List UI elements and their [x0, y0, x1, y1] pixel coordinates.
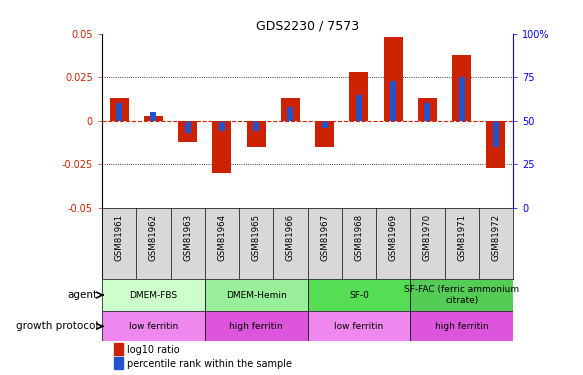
- Bar: [116, 104, 122, 121]
- Bar: [493, 121, 499, 147]
- Text: agent: agent: [68, 290, 98, 300]
- Bar: [247, 121, 266, 147]
- Text: DMEM-FBS: DMEM-FBS: [129, 291, 177, 300]
- Bar: [185, 121, 191, 133]
- Bar: [144, 116, 163, 121]
- Bar: [308, 311, 410, 341]
- Bar: [287, 107, 293, 121]
- Bar: [114, 357, 123, 369]
- Bar: [486, 121, 505, 168]
- Bar: [281, 98, 300, 121]
- Text: GSM81968: GSM81968: [354, 214, 363, 261]
- Bar: [390, 81, 396, 121]
- Bar: [308, 279, 410, 311]
- Text: percentile rank within the sample: percentile rank within the sample: [127, 359, 292, 369]
- Text: GSM81971: GSM81971: [457, 214, 466, 261]
- Bar: [150, 112, 156, 121]
- Title: GDS2230 / 7573: GDS2230 / 7573: [256, 20, 359, 33]
- Text: low ferritin: low ferritin: [334, 322, 384, 331]
- Text: GSM81963: GSM81963: [183, 214, 192, 261]
- Bar: [102, 311, 205, 341]
- Text: GSM81965: GSM81965: [252, 214, 261, 261]
- Text: SF-FAC (ferric ammonium
citrate): SF-FAC (ferric ammonium citrate): [404, 285, 519, 305]
- Bar: [459, 77, 465, 121]
- Bar: [102, 279, 205, 311]
- Text: GSM81969: GSM81969: [389, 214, 398, 261]
- Bar: [219, 121, 225, 131]
- Bar: [410, 279, 513, 311]
- Text: GSM81962: GSM81962: [149, 214, 158, 261]
- Bar: [410, 311, 513, 341]
- Bar: [418, 98, 437, 121]
- Bar: [114, 344, 123, 355]
- Bar: [205, 279, 308, 311]
- Bar: [212, 121, 231, 173]
- Text: GSM81961: GSM81961: [115, 214, 124, 261]
- Text: GSM81972: GSM81972: [491, 214, 500, 261]
- Bar: [384, 37, 403, 121]
- Bar: [356, 95, 362, 121]
- Bar: [452, 55, 471, 121]
- Text: growth protocol: growth protocol: [16, 321, 98, 332]
- Text: DMEM-Hemin: DMEM-Hemin: [226, 291, 286, 300]
- Bar: [424, 104, 430, 121]
- Bar: [253, 121, 259, 131]
- Bar: [315, 121, 334, 147]
- Text: low ferritin: low ferritin: [129, 322, 178, 331]
- Bar: [110, 98, 129, 121]
- Text: GSM81966: GSM81966: [286, 214, 295, 261]
- Bar: [322, 121, 328, 128]
- Bar: [349, 72, 368, 121]
- Text: SF-0: SF-0: [349, 291, 369, 300]
- Bar: [178, 121, 197, 142]
- Text: high ferritin: high ferritin: [229, 322, 283, 331]
- Text: GSM81970: GSM81970: [423, 214, 432, 261]
- Text: log10 ratio: log10 ratio: [127, 345, 180, 355]
- Bar: [205, 311, 308, 341]
- Text: high ferritin: high ferritin: [435, 322, 489, 331]
- Text: GSM81967: GSM81967: [320, 214, 329, 261]
- Text: GSM81964: GSM81964: [217, 214, 226, 261]
